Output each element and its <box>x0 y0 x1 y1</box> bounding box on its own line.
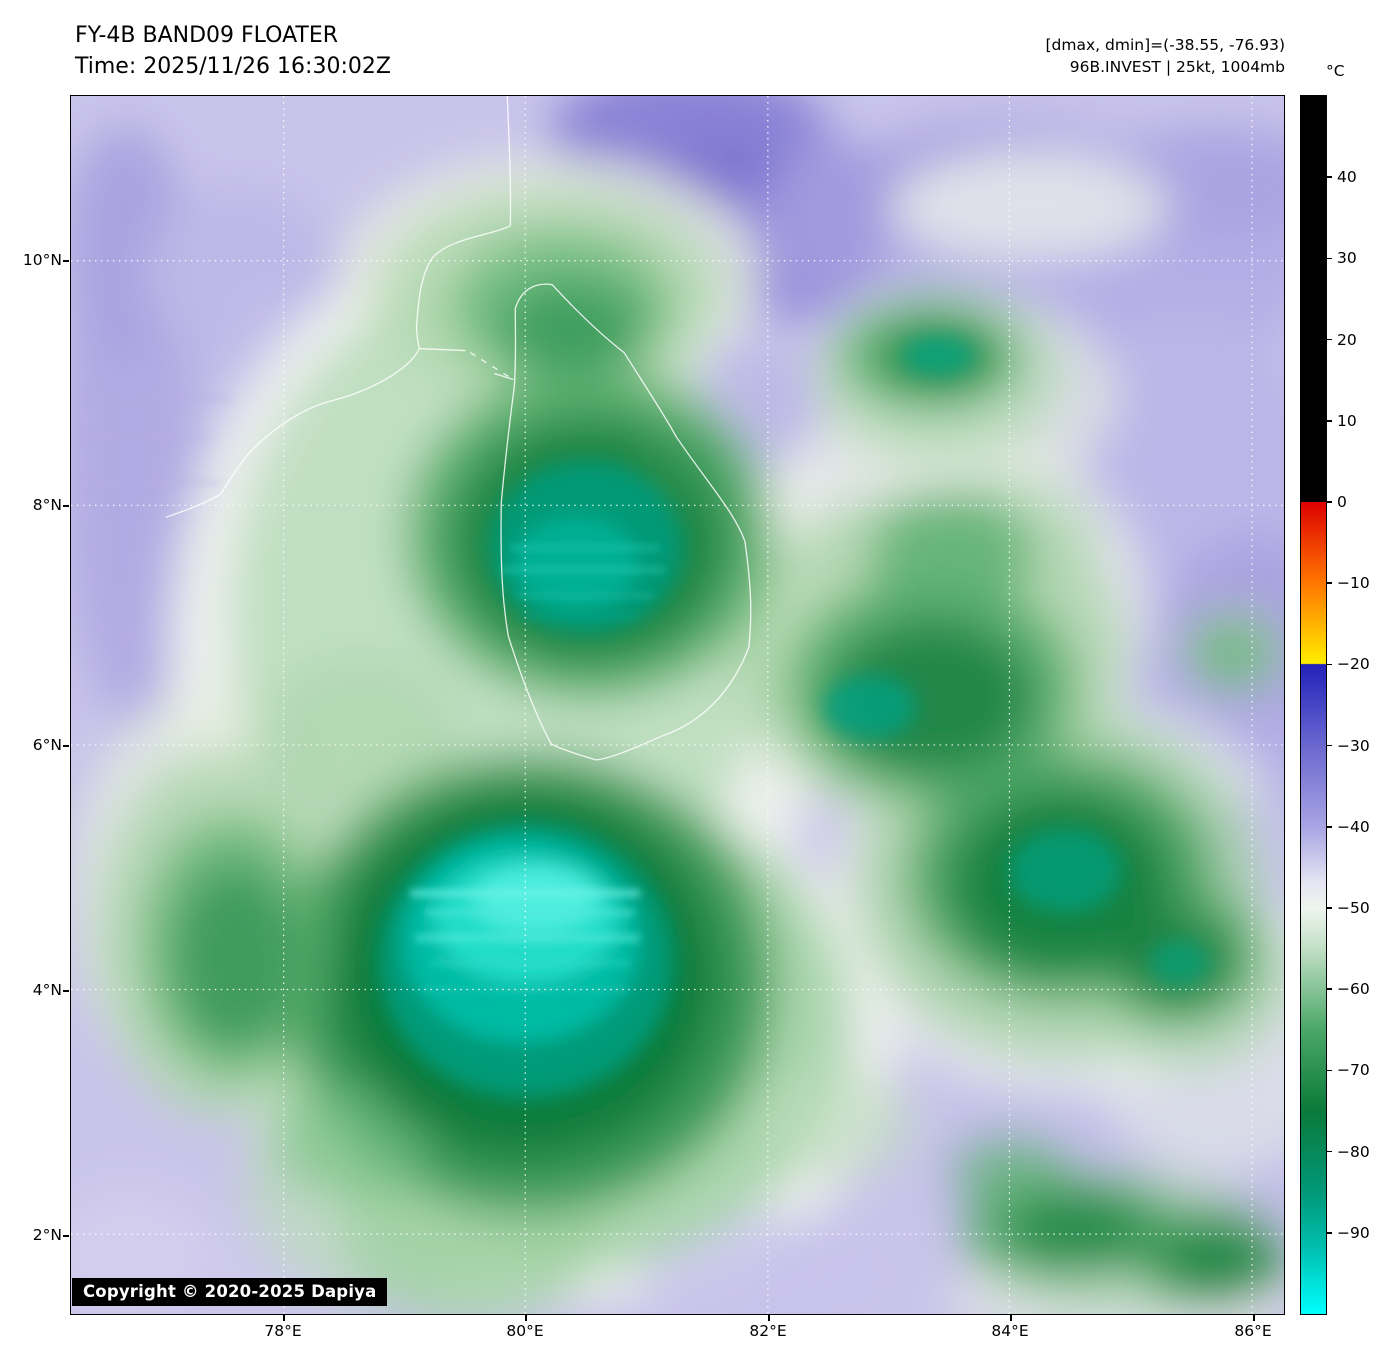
axis-tick <box>63 505 69 507</box>
colorbar-tick: 10 <box>1326 412 1357 430</box>
adams-bridge <box>469 352 514 381</box>
colorbar-tick: −10 <box>1326 574 1370 592</box>
axis-tick <box>1253 1315 1255 1321</box>
x-axis-label: 78°E <box>264 1322 302 1340</box>
colorbar-tick-label: 0 <box>1337 492 1347 511</box>
x-axis-label: 84°E <box>991 1322 1029 1340</box>
colorbar-tick-label: −10 <box>1337 574 1370 593</box>
colorbar-tick-label: −90 <box>1337 1223 1370 1242</box>
dmax-dmin-readout: [dmax, dmin]=(-38.55, -76.93) <box>1045 36 1286 54</box>
colorbar-tick-mark <box>1326 257 1332 260</box>
axis-tick <box>1010 1315 1012 1321</box>
x-axis-label: 80°E <box>506 1322 544 1340</box>
axis-tick <box>525 1315 527 1321</box>
colorbar-tick: −70 <box>1326 1061 1370 1079</box>
colorbar-tick-label: −20 <box>1337 655 1370 674</box>
y-axis-label: 6°N <box>32 736 62 754</box>
info-block: [dmax, dmin]=(-38.55, -76.93) 96B.INVEST… <box>1046 34 1286 78</box>
y-axis-label: 10°N <box>22 251 62 269</box>
x-axis-label: 82°E <box>749 1322 787 1340</box>
colorbar: 40 30 20 10 0 −10 −20 −30 −40 −50 −60 −7… <box>1300 95 1370 1315</box>
colorbar-tick: 30 <box>1326 249 1357 267</box>
colorbar-tick: −50 <box>1326 899 1370 917</box>
y-axis-label: 2°N <box>32 1226 62 1244</box>
colorbar-tick-label: −60 <box>1337 980 1370 999</box>
storm-info: 96B.INVEST | 25kt, 1004mb <box>1069 58 1285 76</box>
colorbar-tick-label: −30 <box>1337 736 1370 755</box>
page-title: FY-4B BAND09 FLOATER <box>75 23 339 48</box>
colorbar-tick-mark <box>1326 176 1332 178</box>
colorbar-tick-label: −70 <box>1337 1061 1370 1080</box>
colorbar-tick: −60 <box>1326 980 1370 998</box>
graticule-gridlines <box>71 96 1284 1314</box>
colorbar-tick-mark <box>1326 663 1332 666</box>
colorbar-tick: 0 <box>1326 493 1347 511</box>
y-axis-label: 4°N <box>32 981 62 999</box>
colorbar-tick-mark <box>1326 907 1332 909</box>
colorbar-unit-label: °C <box>1326 62 1345 80</box>
colorbar-tick-label: 30 <box>1337 249 1357 268</box>
colorbar-tick-mark <box>1326 501 1332 503</box>
axis-tick <box>63 1235 69 1237</box>
coastline-india <box>165 96 512 518</box>
satellite-map: Copyright © 2020-2025 Dapiya <box>70 95 1285 1315</box>
colorbar-tick: 40 <box>1326 168 1357 186</box>
colorbar-tick-mark <box>1326 826 1332 828</box>
copyright-watermark: Copyright © 2020-2025 Dapiya <box>72 1278 388 1306</box>
colorbar-tick-label: −80 <box>1337 1142 1370 1161</box>
colorbar-tick-mark <box>1326 420 1332 422</box>
axis-tick <box>283 1315 285 1321</box>
colorbar-gradient <box>1301 96 1326 1314</box>
colorbar-tick-label: −40 <box>1337 817 1370 836</box>
colorbar-tick-mark <box>1326 1069 1332 1072</box>
axis-tick <box>63 745 69 747</box>
x-axis-label: 86°E <box>1234 1322 1272 1340</box>
mannar-island <box>494 372 514 381</box>
axis-tick <box>63 990 69 992</box>
timestamp: Time: 2025/11/26 16:30:02Z <box>75 54 391 79</box>
colorbar-tick: −40 <box>1326 818 1370 836</box>
colorbar-tick-label: −50 <box>1337 899 1370 918</box>
axis-tick <box>63 260 69 262</box>
coastlines <box>165 96 752 761</box>
colorbar-tick: −80 <box>1326 1143 1370 1161</box>
colorbar-tick-mark <box>1326 338 1332 341</box>
axis-tick <box>768 1315 770 1321</box>
colorbar-tick-mark <box>1326 1232 1332 1234</box>
title-block: FY-4B BAND09 FLOATER Time: 2025/11/26 16… <box>75 20 391 82</box>
colorbar-tick-mark <box>1326 988 1332 990</box>
colorbar-tick: −20 <box>1326 655 1370 673</box>
colorbar-tick-mark <box>1326 582 1332 584</box>
colorbar-tick: −30 <box>1326 737 1370 755</box>
colorbar-tick-mark <box>1326 1150 1332 1153</box>
satellite-image <box>71 96 1284 1314</box>
colorbar-tick-label: 40 <box>1337 168 1357 187</box>
coastline-sri-lanka <box>500 283 752 761</box>
colorbar-tick: −90 <box>1326 1224 1370 1242</box>
colorbar-tick-mark <box>1326 744 1332 747</box>
y-axis-label: 8°N <box>32 496 62 514</box>
colorbar-tick: 20 <box>1326 331 1357 349</box>
colorbar-tick-label: 20 <box>1337 330 1357 349</box>
colorbar-tick-label: 10 <box>1337 411 1357 430</box>
